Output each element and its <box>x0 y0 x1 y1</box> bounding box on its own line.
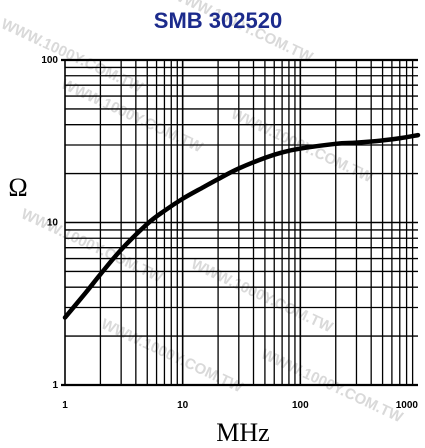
impedance-curve <box>62 132 421 320</box>
x-tick-label: 1 <box>62 400 68 411</box>
watermark: WWW.1000Y.COM.TW WWW.1000Y.COM.TWWWW.1000… <box>0 0 406 427</box>
y-axis-label: Ω <box>8 173 27 202</box>
grid <box>65 60 418 385</box>
y-tick-label: 10 <box>47 218 59 229</box>
watermark-text: WWW.1000Y.COM.TW <box>18 206 166 287</box>
chart-title: SMB 302520 <box>154 8 282 33</box>
series-layer <box>62 132 421 320</box>
x-tick-label: 1000 <box>396 400 419 411</box>
y-tick-label: 100 <box>41 55 58 66</box>
x-axis-label: MHz <box>216 418 269 447</box>
y-tick-label: 1 <box>52 380 58 391</box>
plot-frame <box>61 58 418 387</box>
x-tick-label: 100 <box>292 400 309 411</box>
y-tick-labels: 1 10 100 <box>41 55 58 391</box>
x-tick-labels: 1 10 100 1000 <box>62 400 418 411</box>
watermark-text: WWW.1000Y.COM.TW <box>188 256 336 337</box>
x-tick-label: 10 <box>177 400 189 411</box>
